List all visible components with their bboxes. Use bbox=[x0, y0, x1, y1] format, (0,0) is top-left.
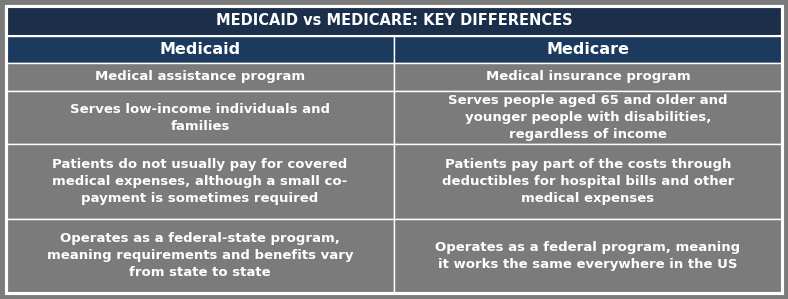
Text: Patients do not usually pay for covered
medical expenses, although a small co-
p: Patients do not usually pay for covered … bbox=[52, 158, 348, 205]
Text: Medicaid: Medicaid bbox=[159, 42, 240, 57]
Text: Serves people aged 65 and older and
younger people with disabilities,
regardless: Serves people aged 65 and older and youn… bbox=[448, 94, 728, 141]
Bar bbox=[6, 219, 394, 293]
Bar bbox=[394, 62, 782, 91]
Text: Medicare: Medicare bbox=[547, 42, 630, 57]
Bar bbox=[6, 91, 394, 144]
Text: Operates as a federal-state program,
meaning requirements and benefits vary
from: Operates as a federal-state program, mea… bbox=[46, 232, 353, 279]
Bar bbox=[6, 6, 782, 36]
Text: Medical insurance program: Medical insurance program bbox=[485, 70, 690, 83]
Text: Serves low-income individuals and
families: Serves low-income individuals and famili… bbox=[70, 103, 330, 132]
Text: MEDICAID vs MEDICARE: KEY DIFFERENCES: MEDICAID vs MEDICARE: KEY DIFFERENCES bbox=[216, 13, 572, 28]
Text: Operates as a federal program, meaning
it works the same everywhere in the US: Operates as a federal program, meaning i… bbox=[436, 241, 741, 271]
Bar bbox=[6, 36, 394, 62]
Bar bbox=[394, 144, 782, 219]
Bar bbox=[394, 91, 782, 144]
Text: Patients pay part of the costs through
deductibles for hospital bills and other
: Patients pay part of the costs through d… bbox=[442, 158, 734, 205]
Bar bbox=[6, 62, 394, 91]
Bar bbox=[394, 36, 782, 62]
Bar bbox=[6, 144, 394, 219]
Text: Medical assistance program: Medical assistance program bbox=[95, 70, 305, 83]
Bar bbox=[394, 219, 782, 293]
